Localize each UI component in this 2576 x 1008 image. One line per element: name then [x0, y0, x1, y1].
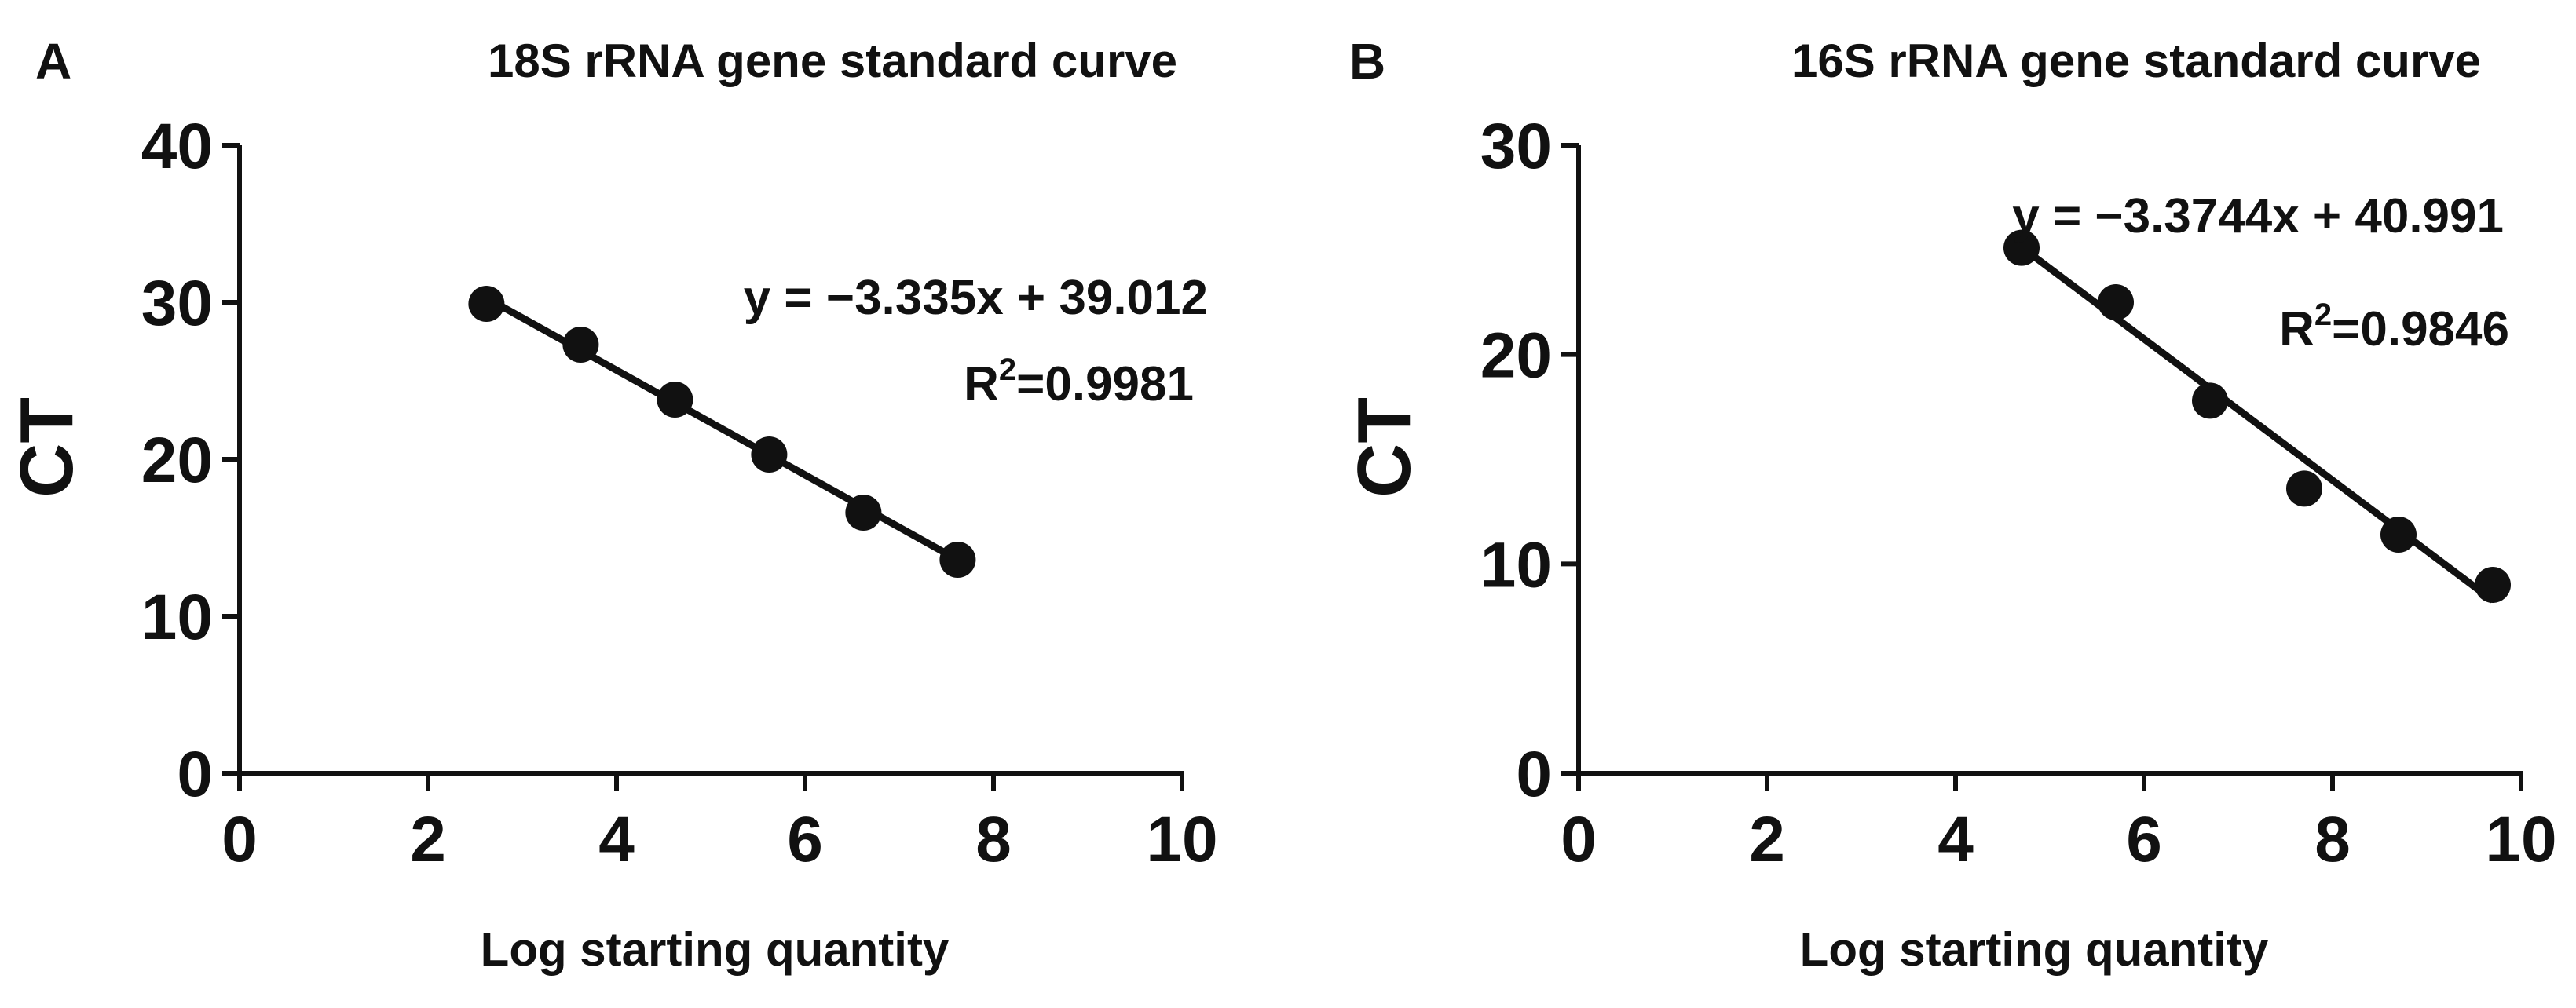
y-tick-label: 20	[1480, 320, 1552, 392]
y-tick-labels: 0 10 20 30 40	[141, 111, 213, 810]
data-point	[845, 495, 882, 531]
r-squared-superscript: 2	[2314, 298, 2332, 332]
x-tick-label: 6	[787, 804, 823, 875]
x-tick-label: 10	[1146, 804, 1217, 875]
plot-marks	[468, 286, 976, 578]
plot-marks	[2003, 229, 2511, 604]
x-axis-label: Log starting quantity	[481, 923, 950, 976]
y-tick-label: 30	[1480, 111, 1552, 182]
x-tick-label: 8	[975, 804, 1012, 875]
r-squared-superscript: 2	[999, 352, 1016, 387]
r-squared-value: =0.9846	[2332, 302, 2509, 356]
data-point	[468, 286, 505, 322]
data-point	[2003, 229, 2040, 266]
y-tick-label: 30	[141, 268, 213, 339]
r-squared-value: =0.9981	[1016, 357, 1194, 411]
panel-letter: A	[35, 33, 71, 89]
x-tick-label: 8	[2314, 804, 2351, 875]
data-point	[2098, 284, 2134, 320]
data-point	[562, 327, 599, 363]
y-tick-label: 40	[141, 111, 213, 182]
y-axis-label: CT	[5, 397, 89, 498]
y-axis-label: CT	[1342, 397, 1426, 498]
y-tick-label: 0	[177, 739, 213, 810]
x-tick-label: 6	[2126, 804, 2162, 875]
x-tick-label: 4	[598, 804, 635, 875]
x-tick-labels: 0 2 4 6 8 10	[1561, 804, 2556, 875]
x-axis-label: Log starting quantity	[1800, 923, 2269, 976]
data-point	[2475, 567, 2511, 603]
fit-equation: y = −3.3744x + 40.991	[2012, 189, 2504, 243]
y-tick-label: 10	[1480, 529, 1552, 601]
panel-letter: B	[1349, 33, 1385, 89]
x-tick-labels: 0 2 4 6 8 10	[221, 804, 1217, 875]
data-point	[2192, 382, 2228, 419]
y-tick-label: 10	[141, 582, 213, 653]
axes	[222, 143, 1184, 791]
fit-line	[485, 294, 960, 563]
x-tick-label: 2	[1749, 804, 1785, 875]
data-point	[2286, 470, 2322, 507]
y-tick-labels: 0 10 20 30	[1480, 111, 1552, 810]
x-tick-label: 4	[1937, 804, 1974, 875]
chart-title: 18S rRNA gene standard curve	[488, 35, 1177, 87]
x-tick-label: 0	[221, 804, 258, 875]
x-tick-label: 0	[1561, 804, 1597, 875]
r-squared: R2=0.9846	[2279, 298, 2509, 356]
axes	[1561, 143, 2523, 791]
x-tick-label: 10	[2485, 804, 2556, 875]
x-tick-label: 2	[410, 804, 446, 875]
r-squared-prefix: R	[2279, 302, 2314, 356]
r-squared-prefix: R	[964, 357, 999, 411]
fit-equation: y = −3.335x + 39.012	[744, 271, 1208, 325]
fit-line	[2019, 244, 2495, 604]
y-tick-label: 0	[1516, 739, 1552, 810]
data-point	[657, 382, 693, 418]
r-squared: R2=0.9981	[964, 352, 1194, 411]
chart-title: 16S rRNA gene standard curve	[1791, 35, 2481, 87]
panel-a: A 18S rRNA gene standard curve 010203040…	[5, 33, 1218, 976]
data-point	[751, 436, 788, 473]
y-tick-label: 20	[141, 425, 213, 496]
data-point	[939, 542, 976, 578]
data-point	[2380, 517, 2417, 553]
